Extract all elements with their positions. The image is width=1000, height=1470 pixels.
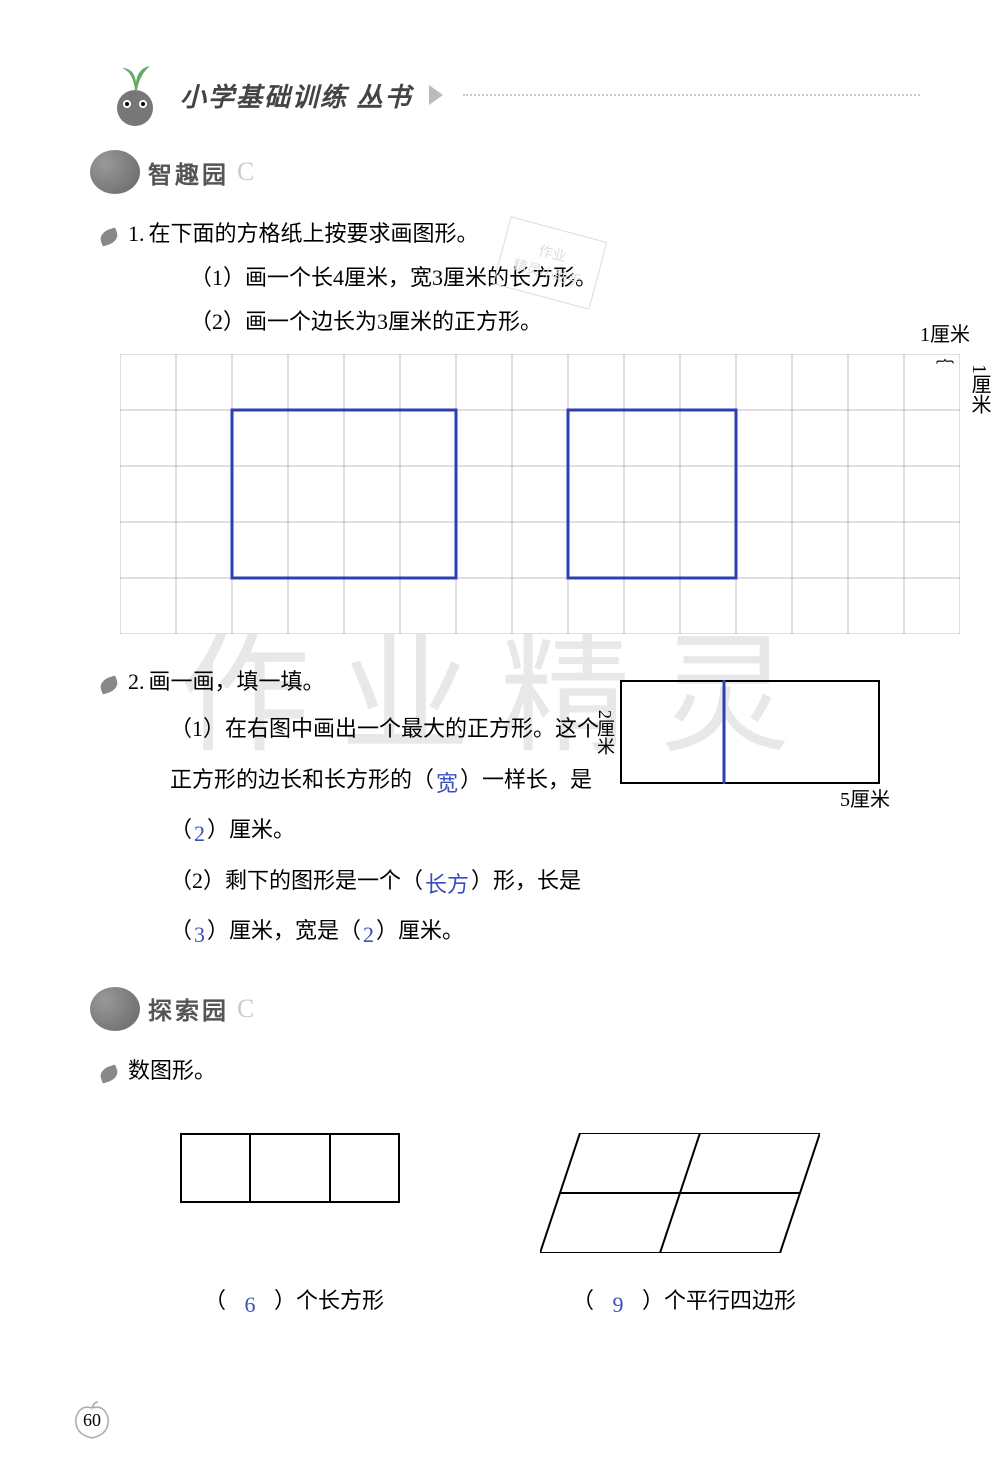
section-2-title: 探索园 [148,991,229,1026]
question-2: 2. 画一画，填一填。 （1）在右图中画出一个最大的正方形。这个正方形的边长和长… [80,660,920,957]
q3-shape-a [180,1133,400,1203]
q3-stem: 数图形。 [128,1058,216,1083]
page-number: 60 [83,1410,101,1431]
q3-shape-b [540,1133,820,1253]
q2s1-blank2: 2 [192,821,207,846]
q3-shapes-row [110,1133,890,1253]
q3a-value: 6 [243,1292,258,1317]
section-1-title: 智趣园 [148,155,229,190]
badge-decor-icon: C [237,994,254,1024]
section-badge-1: 智趣园 C [90,150,920,194]
worksheet-page: 小学基础训练 丛书 智趣园 C 作业 精灵小助手 1. 在下面的方格纸上按要求画… [0,0,1000,1355]
header-dotted-rule [463,94,920,96]
section-badge-2: 探索园 C [90,987,920,1031]
q3a-pre: （ [204,1288,226,1313]
q2-figure-svg [620,680,880,784]
q1-number: 1. [128,221,145,246]
leaf-bullet-icon [98,1065,120,1084]
brace-icon: ︷ [936,342,950,368]
series-title: 小学基础训练 丛书 [180,77,413,114]
q2s2-blank2: 3 [192,922,207,947]
q2s2-blank1: 长方 [423,872,471,897]
q2-stem: 画一画，填一填。 [149,669,325,694]
q3-answer-b: （ 9 ）个平行四边形 [572,1283,796,1315]
q2s1-post: ）厘米。 [207,817,295,842]
sprout-mascot-icon [100,60,170,130]
q2s2-mid2: ）厘米，宽是（ [207,918,361,943]
q2-dim-vertical: 2厘米 [592,710,618,755]
q3a-post: ）个长方形 [274,1288,384,1313]
q2-dim-horizontal: 5厘米 [840,783,890,812]
q1-sub2: （2）画一个边长为3厘米的正方形。 [190,300,920,344]
arrow-icon [429,85,443,105]
q1-stem: 在下面的方格纸上按要求画图形。 [149,221,479,246]
q2s1-blank1: 宽 [434,771,460,796]
q2-figure: 2厘米 5厘米 [620,680,920,957]
badge-decor-icon: C [237,157,254,187]
q3b-pre: （ [572,1288,594,1313]
grid-unit-label-v: 1厘米 [965,364,994,414]
page-number-badge: 60 [70,1400,114,1440]
grid-paper: 1厘米 ︷ 1厘米 [120,354,960,634]
q2-sub2: （2）剩下的图形是一个（长方）形，长是（3）厘米，宽是（2）厘米。 [170,856,600,957]
q2s2-post: ）厘米。 [376,918,464,943]
q2-sub1: （1）在右图中画出一个最大的正方形。这个正方形的边长和长方形的（宽）一样长，是（… [170,704,600,856]
q2-number: 2. [128,669,145,694]
girl-reading-icon [90,150,140,194]
leaf-bullet-icon [98,228,120,247]
grid-svg [120,354,960,634]
q3b-value: 9 [611,1292,626,1317]
kids-playing-icon [90,987,140,1031]
question-3: 数图形。 [100,1049,920,1093]
q3-answer-a: （ 6 ）个长方形 [204,1283,384,1315]
q3-answer-row: （ 6 ）个长方形 （ 9 ）个平行四边形 [110,1283,890,1315]
q2s2-blank3: 2 [361,922,376,947]
leaf-bullet-icon [98,676,120,695]
q2s2-pre: （2）剩下的图形是一个（ [170,868,423,893]
q3b-post: ）个平行四边形 [642,1288,796,1313]
page-header: 小学基础训练 丛书 [100,60,920,130]
